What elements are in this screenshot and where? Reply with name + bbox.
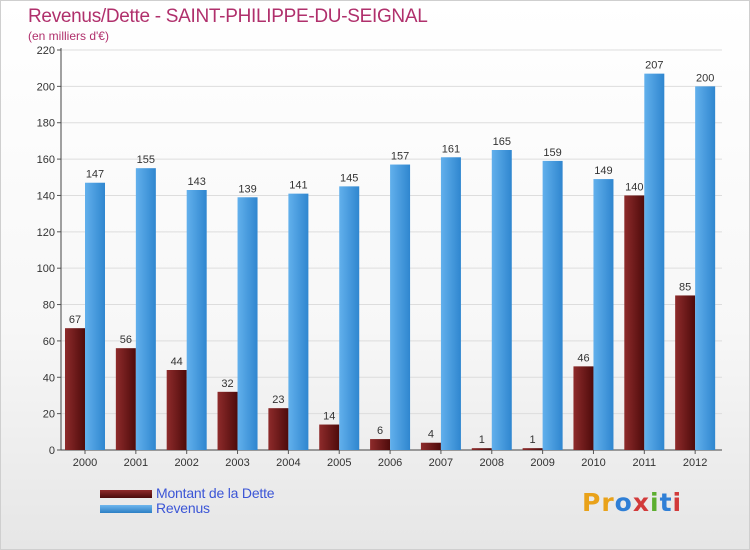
y-tick-label: 40 [43,372,55,384]
data-label: 143 [188,176,206,188]
bar-dette [573,366,594,450]
data-label: 1 [479,434,485,446]
y-tick-label: 140 [37,190,55,202]
x-tick-label: 2011 [632,457,656,469]
data-label: 141 [289,180,307,192]
bar-revenus [135,168,156,450]
data-label: 44 [171,356,183,368]
data-label: 165 [493,136,511,148]
y-tick-label: 20 [43,409,55,421]
bar-dette [471,448,492,450]
logo-letter: t [659,488,673,517]
data-label: 147 [86,169,104,181]
data-label: 1 [530,434,536,446]
bar-dette [319,424,340,450]
data-label: 32 [221,378,233,390]
bar-revenus [288,193,309,451]
data-label: 85 [679,281,691,293]
bar-dette [115,348,136,450]
chart-subtitle: (en milliers d'€) [28,29,109,43]
data-label: 149 [594,165,612,177]
legend-label-dette: Montant de la Dette [156,485,275,501]
bar-dette [268,408,289,450]
x-tick-label: 2001 [124,457,148,469]
logo-letter: o [614,488,633,517]
bar-dette [166,370,187,450]
bar-dette [675,295,696,450]
y-tick-label: 200 [37,81,55,93]
bar-dette [624,195,645,450]
proxiti-logo: Proxiti [582,488,682,517]
logo-letter: i [650,488,660,517]
data-label: 56 [120,334,132,346]
bar-revenus [390,164,411,450]
y-tick-label: 160 [37,154,55,166]
bar-revenus [593,179,614,450]
x-tick-label: 2005 [327,457,351,469]
x-tick-label: 2012 [683,457,707,469]
x-tick-label: 2003 [225,457,249,469]
x-tick-label: 2004 [276,457,300,469]
bar-dette [217,391,238,450]
legend-swatch-dette [100,490,152,498]
legend-swatch-revenus [100,505,152,513]
y-tick-label: 0 [49,445,55,457]
logo-letter: P [582,488,602,517]
data-label: 159 [543,147,561,159]
bar-revenus [186,190,207,450]
y-tick-label: 60 [43,336,55,348]
logo-letter: r [601,488,615,517]
x-tick-label: 2002 [174,457,198,469]
bar-revenus [644,73,665,451]
logo-letter: x [632,488,650,517]
bar-revenus [695,86,716,450]
data-label: 207 [645,60,663,72]
x-tick-label: 2009 [530,457,554,469]
chart-title: Revenus/Dette - SAINT-PHILIPPE-DU-SEIGNA… [28,6,428,27]
bar-revenus [339,186,360,450]
bar-revenus [85,182,105,450]
data-label: 67 [69,314,81,326]
data-label: 6 [377,425,383,437]
x-tick-label: 2008 [480,457,504,469]
y-tick-label: 100 [37,263,55,275]
data-label: 145 [340,172,358,184]
y-tick-label: 220 [37,45,55,57]
bar-dette [522,448,543,450]
x-tick-label: 2010 [581,457,605,469]
data-label: 140 [625,181,643,193]
x-tick-label: 2006 [378,457,402,469]
bar-dette [370,439,391,450]
bar-revenus [440,157,461,451]
y-tick-label: 80 [43,300,55,312]
bar-revenus [237,197,258,450]
data-label: 200 [696,72,714,84]
data-label: 4 [428,429,434,441]
data-label: 161 [442,143,460,155]
bar-dette [420,442,441,450]
data-label: 14 [323,411,335,423]
data-label: 157 [391,151,409,163]
bar-revenus [542,160,563,450]
y-tick-label: 120 [37,227,55,239]
x-tick-label: 2000 [73,457,97,469]
data-label: 139 [238,183,256,195]
logo-letter: i [672,488,683,517]
bar-revenus [491,150,512,450]
data-label: 155 [137,154,155,166]
x-tick-label: 2007 [429,457,453,469]
data-label: 46 [577,352,589,364]
y-tick-label: 180 [37,118,55,130]
legend-label-revenus: Revenus [156,500,210,516]
bar-dette [65,328,85,450]
data-label: 23 [272,394,284,406]
